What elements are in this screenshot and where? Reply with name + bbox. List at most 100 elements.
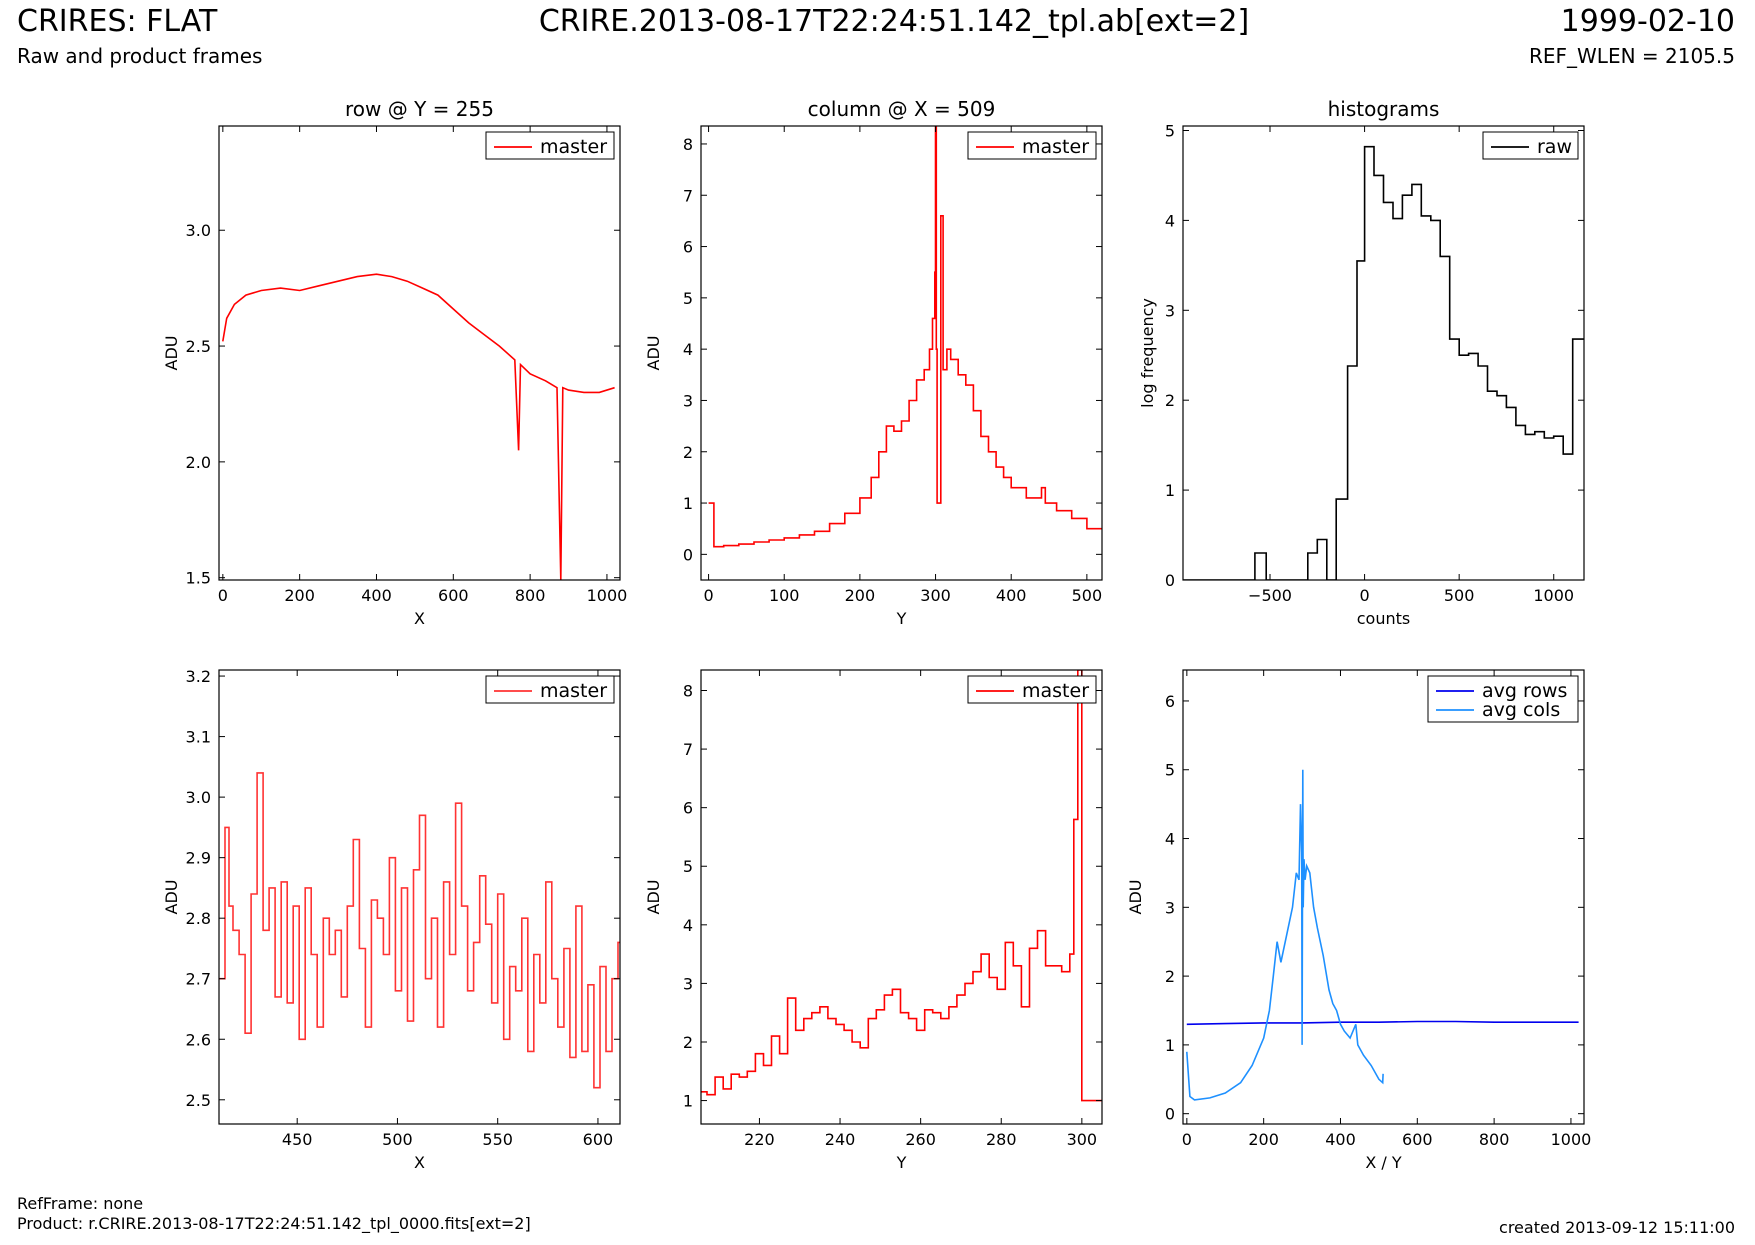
ref-wavelength: REF_WLEN = 2105.5 (1528, 44, 1735, 68)
legend: master (485, 675, 615, 704)
plot-frame (1182, 669, 1585, 1125)
y-tick-label: 3.0 (186, 221, 211, 240)
y-tick-label: 2.7 (186, 970, 211, 989)
y-axis-label: ADU (162, 880, 181, 915)
x-tick-label: 500 (382, 1130, 413, 1149)
legend: master (967, 675, 1097, 704)
x-tick-label: 260 (905, 1130, 936, 1149)
series-line-master (701, 670, 1102, 1102)
series-line-raw (1183, 145, 1584, 580)
y-axis-label: ADU (644, 336, 663, 371)
page-subtitle: Raw and product frames (17, 44, 263, 68)
x-tick-label: 1000 (1551, 1130, 1592, 1149)
legend-label: master (1022, 680, 1089, 702)
y-tick-label: 3 (683, 974, 693, 993)
x-tick-label: 280 (986, 1130, 1017, 1149)
x-axis-label: X (414, 1153, 425, 1172)
y-tick-label: 5 (683, 289, 693, 308)
y-tick-label: 0 (1165, 571, 1175, 590)
plot-frame (218, 669, 621, 1125)
y-tick-label: 5 (1165, 761, 1175, 780)
x-tick-label: 300 (920, 586, 951, 605)
y-tick-label: 2.9 (186, 849, 211, 868)
x-axis-label: Y (896, 1153, 907, 1172)
legend-box (1427, 675, 1579, 723)
chart-panel-4: 450 500 550 600 2.5 2.6 2.7 2.8 2.9 3.0 3.1 3.2 X ADU… (162, 667, 621, 1172)
x-tick-label: 500 (1444, 586, 1475, 605)
x-tick-label: 240 (825, 1130, 856, 1149)
x-tick-label: 200 (1248, 1130, 1279, 1149)
series-line-master (222, 273, 615, 580)
legend: raw (1482, 131, 1579, 160)
y-tick-label: 5 (1165, 121, 1175, 140)
plot-frame (218, 125, 621, 581)
series-line-master (219, 772, 620, 1089)
legend: master (485, 131, 615, 160)
y-tick-label: 2.5 (186, 337, 211, 356)
y-tick-label: 2 (683, 443, 693, 462)
legend-box (1482, 131, 1579, 160)
legend-box (967, 675, 1097, 704)
y-tick-label: 3 (1165, 301, 1175, 320)
y-tick-label: 6 (683, 799, 693, 818)
x-tick-label: 0 (1359, 586, 1369, 605)
plot-frame (700, 125, 1103, 581)
y-tick-label: 3.2 (186, 667, 211, 686)
series-line-avg-rows (1186, 1020, 1579, 1026)
y-tick-label: 3.1 (186, 728, 211, 747)
x-tick-label: 600 (583, 1130, 614, 1149)
x-tick-label: 800 (1479, 1130, 1510, 1149)
legend-label: master (1022, 136, 1089, 158)
x-tick-label: 600 (438, 586, 469, 605)
x-tick-label: −500 (1248, 586, 1292, 605)
x-axis-label: X / Y (1365, 1153, 1402, 1172)
y-tick-label: 1 (1165, 1036, 1175, 1055)
plot-frame (1182, 125, 1585, 581)
x-tick-label: 0 (1182, 1130, 1192, 1149)
y-axis-label: ADU (644, 880, 663, 915)
y-tick-label: 2 (683, 1033, 693, 1052)
y-tick-label: 2.0 (186, 453, 211, 472)
y-tick-label: 6 (683, 238, 693, 257)
y-tick-label: 1.5 (186, 569, 211, 588)
plot-frame (700, 669, 1103, 1125)
y-tick-label: 8 (683, 135, 693, 154)
x-tick-label: 100 (769, 586, 800, 605)
footer-product: Product: r.CRIRE.2013-08-17T22:24:51.142… (17, 1214, 531, 1233)
y-tick-label: 4 (683, 916, 693, 935)
x-tick-label: 220 (744, 1130, 775, 1149)
series-line-avg-cols (1186, 769, 1384, 1101)
file-name: CRIRE.2013-08-17T22:24:51.142_tpl.ab[ext… (538, 4, 1250, 39)
x-tick-label: 600 (1402, 1130, 1433, 1149)
y-tick-label: 2 (1165, 967, 1175, 986)
legend-label: avg cols (1482, 699, 1560, 721)
x-tick-label: 400 (361, 586, 392, 605)
y-axis-label: ADU (1126, 880, 1145, 915)
y-tick-label: 7 (683, 740, 693, 759)
footer-created: created 2013-09-12 15:11:00 (1499, 1218, 1735, 1237)
chart-panel-3: −500 0 500 1000 0 1 2 3 4 5 counts log frequency his… (1138, 97, 1585, 628)
series-line-master (708, 126, 1102, 548)
x-axis-label: X (414, 609, 425, 628)
y-tick-label: 3 (1165, 898, 1175, 917)
chart-panel-1: 0 200 400 600 800 1000 1.5 2.0 2.5 3.0 X ADU row @ Y… (162, 97, 627, 628)
chart-title: histograms (1328, 97, 1440, 121)
y-tick-label: 1 (1165, 481, 1175, 500)
legend-label: avg rows (1482, 680, 1567, 702)
legend-box (967, 131, 1097, 160)
x-tick-label: 200 (845, 586, 876, 605)
chart-panel-6: 0 200 400 600 800 1000 0 1 2 3 4 5 6 X / Y ADU avg rows… (1126, 669, 1592, 1172)
y-tick-label: 4 (1165, 830, 1175, 849)
legend-label: master (540, 680, 607, 702)
y-axis-label: ADU (162, 336, 181, 371)
y-tick-label: 5 (683, 857, 693, 876)
legend-label: master (540, 136, 607, 158)
page-title: CRIRES: FLAT (17, 4, 218, 39)
chart-title: row @ Y = 255 (345, 97, 494, 121)
y-tick-label: 4 (1165, 211, 1175, 230)
x-tick-label: 200 (284, 586, 315, 605)
y-tick-label: 6 (1165, 692, 1175, 711)
y-axis-label: log frequency (1138, 298, 1157, 408)
